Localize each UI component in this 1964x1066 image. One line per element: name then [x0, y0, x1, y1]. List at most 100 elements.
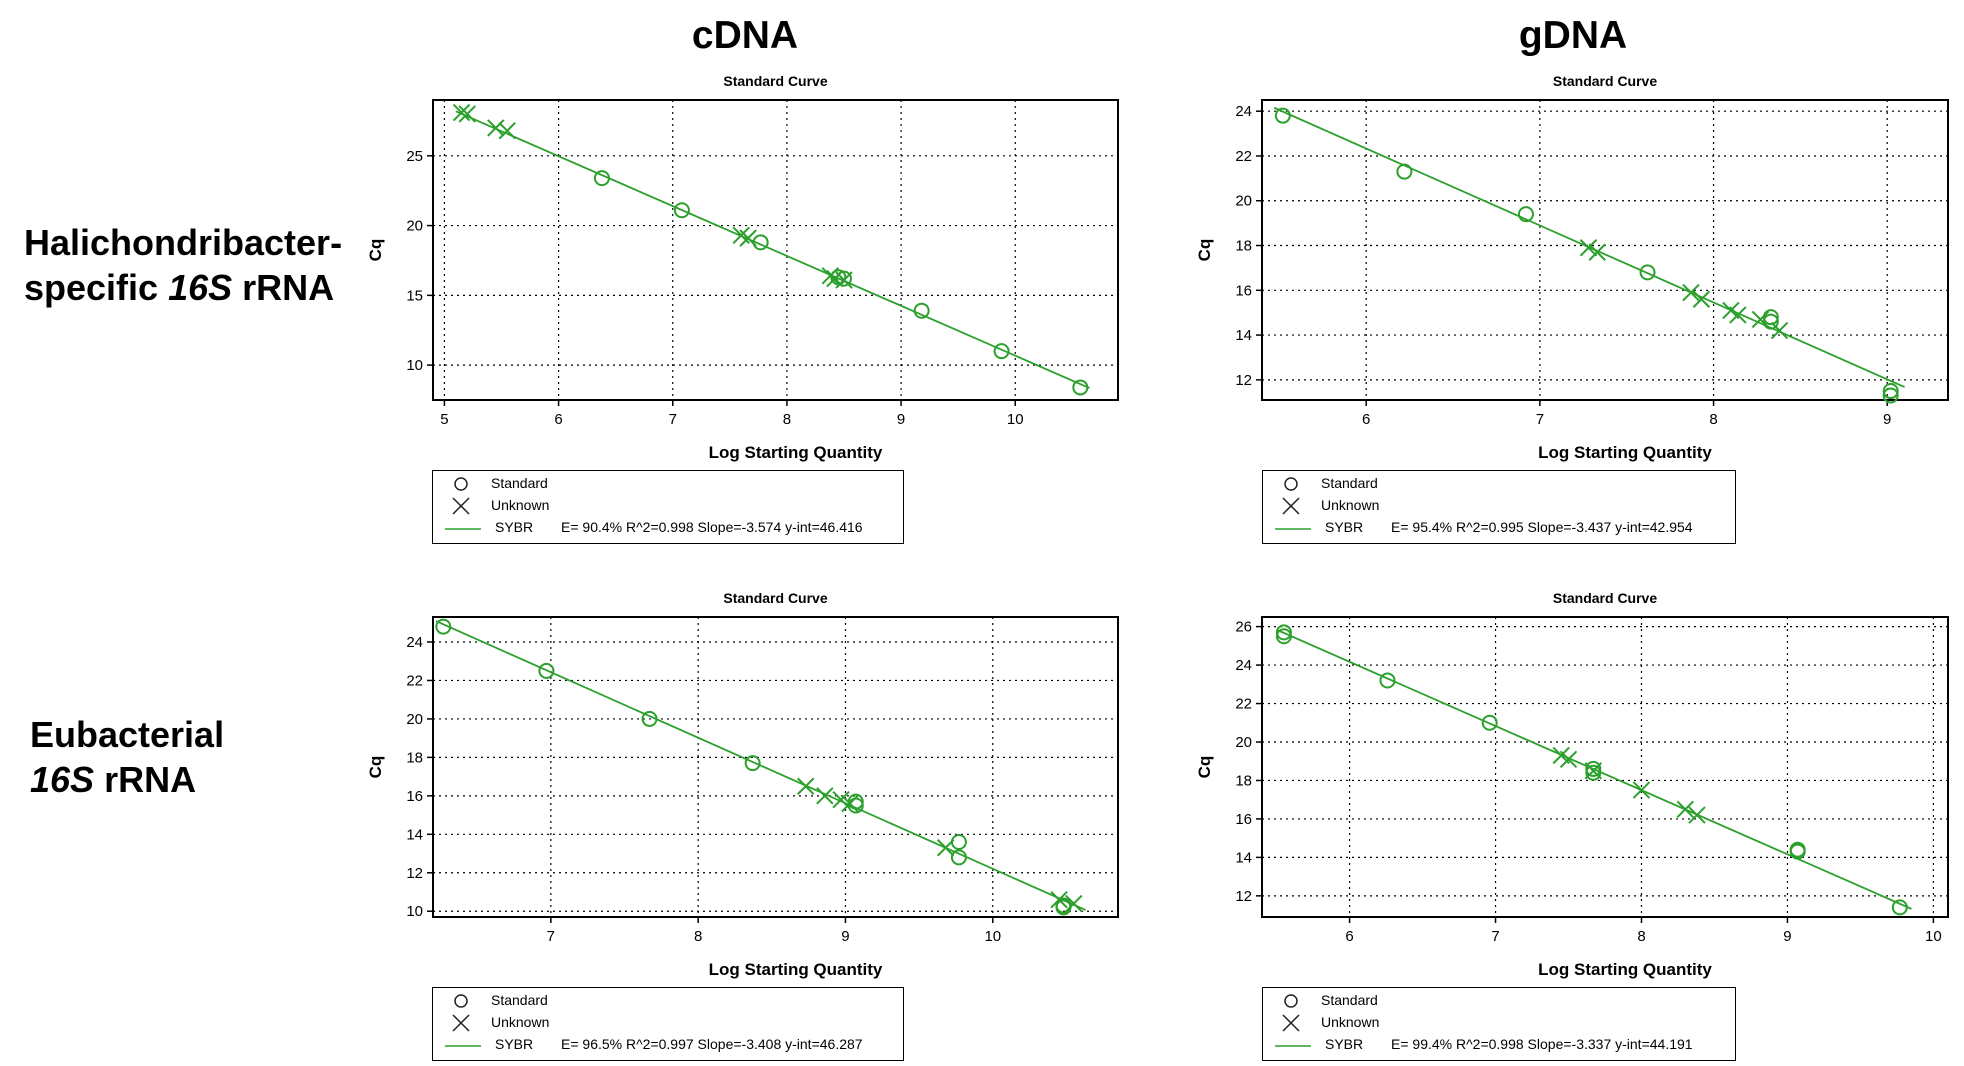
y-axis-label: Cq: [366, 756, 385, 779]
y-tick-label: 14: [1235, 327, 1252, 344]
chart-title: Standard Curve: [1553, 73, 1657, 89]
legend-standard-label: Standard: [1321, 992, 1378, 1008]
x-tick-label: 8: [1709, 411, 1717, 428]
x-tick-label: 6: [1362, 411, 1370, 428]
legend-unknown-label: Unknown: [1321, 1014, 1380, 1030]
x-tick-label: 7: [1491, 928, 1499, 945]
y-tick-label: 20: [406, 711, 423, 728]
legend-fit-stats: E= 90.4% R^2=0.998 Slope=-3.574 y-int=46…: [561, 519, 863, 535]
row-label-line1: Eubacterial: [30, 714, 225, 755]
x-tick-label: 9: [897, 411, 905, 428]
plot-frame: [1261, 616, 1949, 918]
legend-circle-icon: [1284, 994, 1298, 1008]
unknown-point-stroke: [826, 269, 844, 288]
standard-point: [1379, 672, 1396, 689]
y-axis-label: Cq: [366, 239, 385, 262]
standard-point: [1275, 628, 1292, 645]
y-tick-label: 12: [406, 865, 423, 882]
standard-point: [641, 710, 658, 727]
legend-unknown-label: Unknown: [1321, 497, 1380, 513]
chart-0: Standard Curve 5 6 7 8 9 10 10 15 20 25 Log Startin…: [366, 73, 1119, 462]
unknown-point: [1559, 750, 1578, 769]
x-tick-label: 8: [783, 411, 791, 428]
standard-point: [993, 343, 1010, 360]
y-tick-label: 20: [1235, 193, 1252, 210]
standard-point: [744, 755, 761, 772]
x-tick-label: 10: [1925, 928, 1942, 945]
unknown-point-stroke: [821, 267, 840, 285]
unknown-point: [816, 787, 834, 805]
legend-symbols: [445, 994, 481, 1047]
unknown-point-stroke: [1682, 283, 1700, 302]
y-tick-label: 12: [1235, 372, 1252, 389]
unknown-point-stroke: [452, 103, 471, 122]
unknown-point-stroke: [1692, 290, 1711, 308]
y-tick-label: 12: [1235, 888, 1252, 905]
x-tick-label: 10: [1007, 411, 1024, 428]
fit-line: [435, 620, 1086, 911]
legend-x-icon: [452, 497, 470, 515]
standard-point: [1585, 764, 1602, 781]
x-tick-label: 7: [1536, 411, 1544, 428]
legend-unknown-label: Unknown: [491, 1014, 550, 1030]
standard-point: [913, 302, 930, 319]
y-tick-label: 16: [1235, 282, 1252, 299]
unknown-point: [1729, 306, 1747, 324]
legend-gdna-halichondribacter: Standard Unknown SYBR E= 95.4% R^2=0.995 Sl…: [1262, 470, 1736, 544]
legend-cdna-eubacterial: Standard Unknown SYBR E= 96.5% R^2=0.997 Sl…: [432, 987, 904, 1061]
x-tick-label: 9: [1883, 411, 1891, 428]
x-tick-label: 9: [841, 928, 849, 945]
unknown-point: [1676, 800, 1694, 819]
unknown-point: [835, 271, 853, 289]
unknown-point-stroke: [1552, 746, 1570, 765]
y-axis-label: Cq: [1195, 756, 1214, 779]
chart-1: Standard Curve 6 7 8 9 12 14 16 18 20 22 24 Log Star…: [1195, 73, 1949, 462]
standard-point: [1396, 163, 1413, 180]
standard-point: [673, 202, 690, 219]
y-tick-label: 20: [1235, 734, 1252, 751]
y-tick-label: 18: [1235, 238, 1252, 255]
y-tick-label: 14: [406, 826, 423, 843]
y-tick-label: 10: [406, 357, 423, 374]
row-label-line2: 16S rRNA: [30, 759, 197, 800]
unknown-point-stroke: [739, 229, 757, 247]
unknown-point-stroke: [732, 226, 750, 245]
row-label-line1: Halichondribacter-: [24, 222, 343, 263]
standard-point: [1517, 206, 1534, 223]
unknown-point-stroke: [498, 121, 516, 140]
y-tick-label: 24: [1235, 657, 1252, 674]
legend-fit-stats: E= 96.5% R^2=0.997 Slope=-3.408 y-int=46…: [561, 1036, 863, 1052]
unknown-point: [1584, 762, 1603, 780]
x-tick-label: 7: [669, 411, 677, 428]
legend-x-icon: [1282, 497, 1300, 515]
plot-frame: [432, 616, 1119, 918]
unknown-point-stroke: [1676, 800, 1694, 819]
y-tick-label: 26: [1235, 619, 1252, 636]
plot-frame: [432, 99, 1119, 401]
unknown-point: [452, 103, 471, 122]
unknown-point-stroke: [936, 839, 955, 857]
legend-x-icon: [1282, 1014, 1300, 1032]
standard-point: [1072, 379, 1089, 396]
x-tick-label: 9: [1783, 928, 1791, 945]
standard-point: [1882, 383, 1899, 400]
unknown-point: [1632, 781, 1651, 799]
standard-point: [1891, 899, 1908, 916]
unknown-point: [732, 226, 750, 245]
row-label-eubacterial: Eubacterial 16S rRNA: [30, 712, 224, 802]
standard-point: [1789, 843, 1806, 860]
y-tick-label: 24: [406, 634, 423, 651]
legend-fit-label: SYBR: [1325, 1036, 1364, 1052]
legend-gdna-eubacterial: Standard Unknown SYBR E= 99.4% R^2=0.998 Sl…: [1262, 987, 1736, 1061]
y-axis-label: Cq: [1195, 239, 1214, 262]
x-axis-label: Log Starting Quantity: [1538, 443, 1712, 462]
unknown-point-stroke: [1050, 890, 1068, 909]
x-tick-label: 6: [554, 411, 562, 428]
legend-fit-label: SYBR: [1325, 519, 1364, 535]
standard-point: [950, 849, 967, 866]
x-tick-label: 8: [1637, 928, 1645, 945]
y-tick-label: 16: [1235, 811, 1252, 828]
unknown-point-stroke: [1729, 306, 1747, 324]
unknown-point: [1770, 321, 1789, 340]
